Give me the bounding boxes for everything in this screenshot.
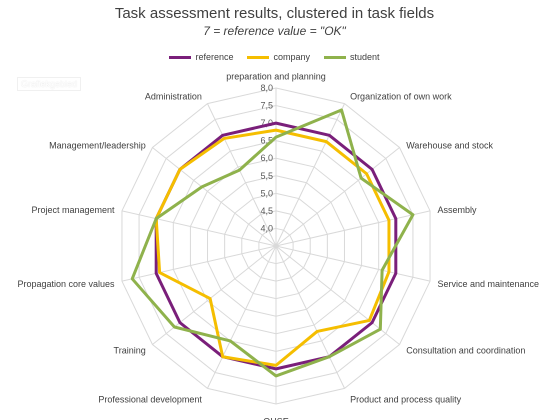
spoke-6 — [275, 245, 346, 389]
category-label: Consultation and coordination — [406, 346, 525, 356]
data-point-reference — [394, 272, 398, 275]
tick-label: 6,5 — [260, 136, 273, 146]
spoke-12 — [152, 147, 277, 247]
data-point-student — [340, 108, 343, 112]
data-point-student — [131, 277, 134, 281]
data-point-student — [274, 135, 278, 139]
category-label: preparation and planning — [226, 71, 326, 81]
category-label: Assembly — [437, 205, 477, 215]
data-point-company — [158, 271, 161, 274]
data-point-company — [368, 319, 371, 322]
legend-label-company: company — [273, 52, 311, 62]
spoke-1 — [275, 103, 346, 247]
spoke-13 — [206, 103, 277, 247]
tick-label: 6,0 — [260, 153, 273, 163]
data-point-reference — [370, 321, 374, 324]
data-point-reference — [328, 134, 331, 137]
data-point-company — [221, 355, 224, 358]
data-point-student — [328, 355, 331, 358]
spoke-11 — [121, 210, 277, 247]
data-point-student — [274, 374, 278, 378]
tick-label: 4,0 — [260, 223, 273, 233]
category-label: Professional development — [98, 395, 202, 405]
data-point-company — [315, 330, 319, 333]
spoke-9 — [152, 245, 277, 345]
legend-label-student: student — [350, 52, 380, 62]
spoke-10 — [121, 245, 277, 282]
data-point-company — [178, 168, 182, 171]
data-point-reference — [274, 121, 278, 125]
data-point-student — [411, 213, 415, 216]
category-label: Product and process quality — [350, 395, 462, 405]
data-point-reference — [178, 321, 182, 324]
tick-label: 5,5 — [260, 171, 273, 181]
data-point-company — [325, 140, 328, 143]
spoke-4 — [275, 245, 431, 282]
data-point-student — [173, 325, 176, 329]
legend-swatch-reference — [169, 55, 192, 59]
category-label: Training — [114, 346, 146, 356]
category-label: Organization of own work — [350, 91, 452, 101]
legend-item-student: student — [324, 52, 380, 62]
category-label: QHSE — [263, 417, 289, 420]
data-point-student — [154, 217, 158, 220]
legend-item-company: company — [247, 52, 310, 62]
data-point-student — [238, 168, 241, 172]
legend-item-reference: reference — [169, 52, 233, 62]
spoke-2 — [275, 147, 400, 247]
legend-label-reference: reference — [195, 52, 234, 62]
spoke-8 — [206, 245, 277, 389]
data-point-company — [387, 219, 391, 222]
chart-title: Task assessment results, clustered in ta… — [114, 5, 435, 22]
data-point-company — [365, 172, 368, 175]
data-point-reference — [154, 272, 158, 275]
data-point-student — [359, 176, 363, 180]
data-point-company — [208, 297, 212, 300]
data-point-reference — [394, 217, 398, 220]
tick-label: 7,0 — [260, 118, 273, 128]
category-label: Management/leadership — [49, 140, 146, 150]
chart-area-watermark: Grafiekgebied — [17, 77, 82, 91]
category-label: Project management — [31, 205, 115, 215]
legend: reference company student — [0, 52, 549, 62]
data-point-student — [379, 327, 382, 331]
data-point-reference — [370, 168, 374, 171]
data-point-company — [274, 128, 278, 132]
category-label: Warehouse and stock — [406, 140, 493, 150]
data-point-reference — [221, 134, 224, 137]
tick-label: 8,0 — [260, 83, 273, 93]
spoke-3 — [275, 210, 431, 247]
data-point-company — [387, 270, 391, 273]
data-point-company — [223, 137, 226, 140]
legend-swatch-company — [247, 55, 270, 59]
chart-subtitle: 7 = reference value = "OK" — [203, 24, 346, 38]
data-point-student — [229, 339, 232, 343]
tick-label: 7,5 — [260, 101, 273, 111]
tick-label: 4,5 — [260, 206, 273, 216]
data-point-company — [274, 364, 278, 367]
category-label: Propagation core values — [17, 279, 115, 289]
category-label: Service and maintenance — [437, 279, 539, 289]
data-point-student — [200, 185, 204, 189]
data-point-student — [380, 269, 384, 272]
legend-swatch-student — [324, 55, 347, 59]
tick-label: 5,0 — [260, 188, 273, 198]
data-point-reference — [274, 367, 278, 371]
category-label: Administration — [145, 91, 202, 101]
